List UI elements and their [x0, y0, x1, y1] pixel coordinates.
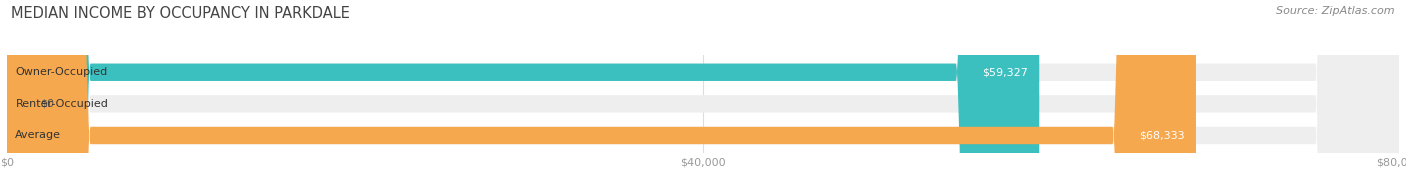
Text: $59,327: $59,327: [983, 67, 1028, 77]
Text: Source: ZipAtlas.com: Source: ZipAtlas.com: [1277, 6, 1395, 16]
FancyBboxPatch shape: [7, 0, 1039, 196]
Text: Renter-Occupied: Renter-Occupied: [15, 99, 108, 109]
Text: $68,333: $68,333: [1139, 131, 1185, 141]
FancyBboxPatch shape: [7, 0, 1399, 196]
Text: MEDIAN INCOME BY OCCUPANCY IN PARKDALE: MEDIAN INCOME BY OCCUPANCY IN PARKDALE: [11, 6, 350, 21]
Text: Owner-Occupied: Owner-Occupied: [15, 67, 108, 77]
Text: $0: $0: [41, 99, 55, 109]
FancyBboxPatch shape: [7, 0, 1399, 196]
FancyBboxPatch shape: [7, 0, 1197, 196]
FancyBboxPatch shape: [7, 0, 1399, 196]
Text: Average: Average: [15, 131, 62, 141]
FancyBboxPatch shape: [7, 0, 30, 196]
